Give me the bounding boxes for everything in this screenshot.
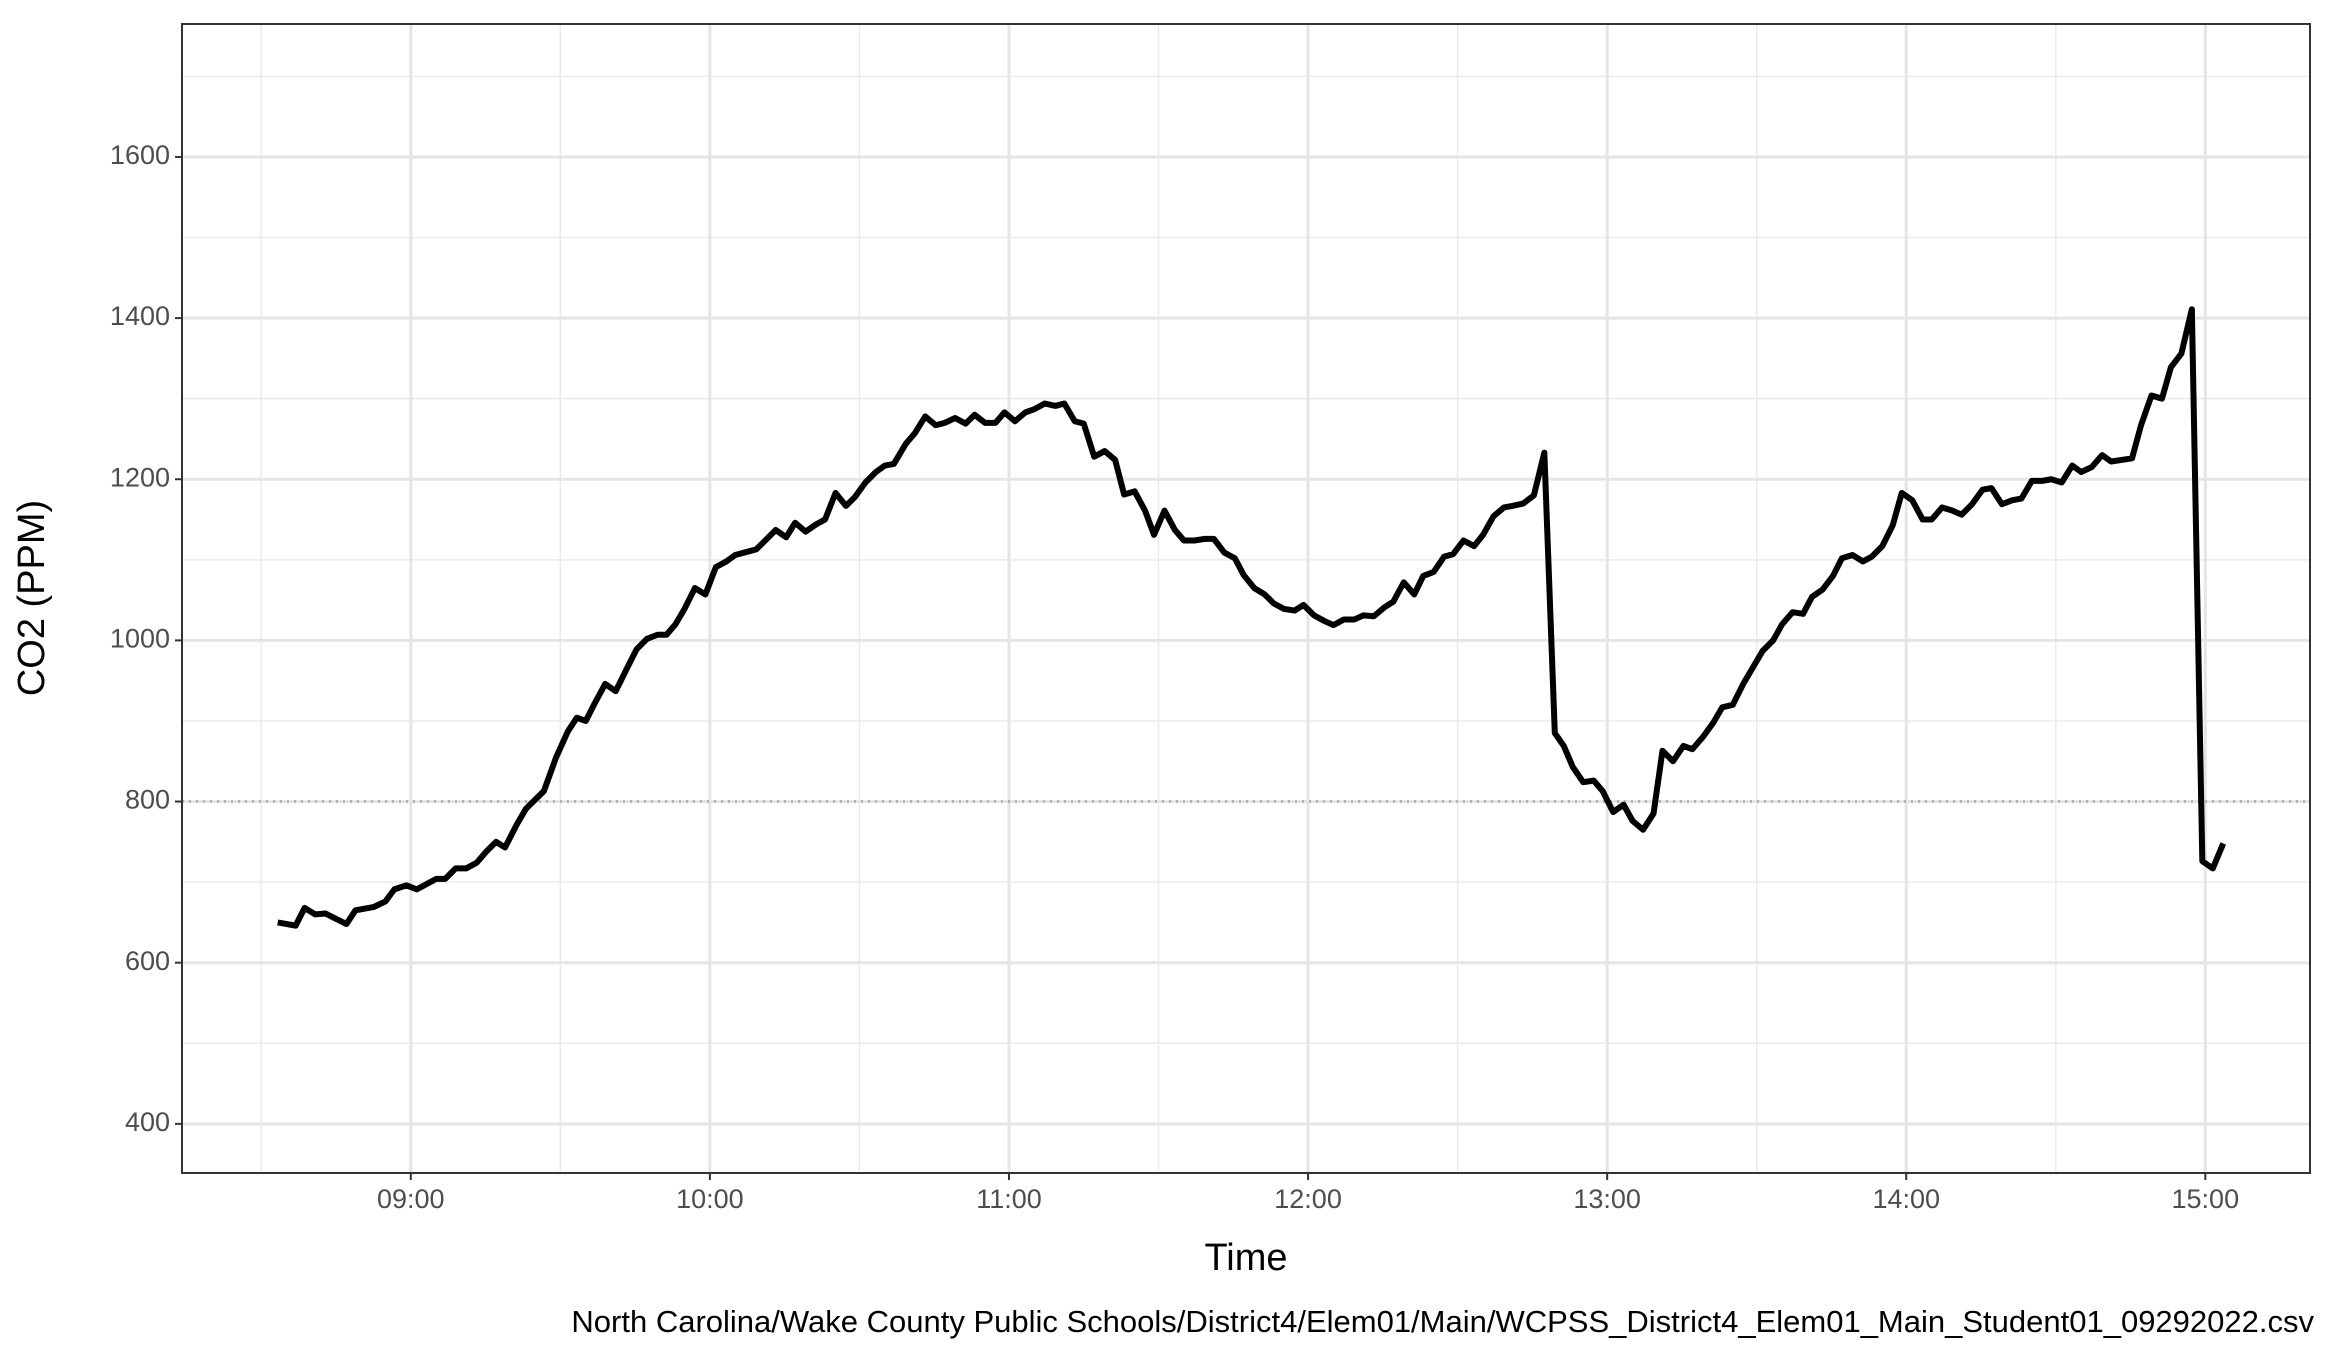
x-tick-label: 14:00: [1872, 1184, 1940, 1214]
y-tick-label: 800: [125, 785, 170, 815]
x-tick-label: 13:00: [1573, 1184, 1641, 1214]
y-tick-label: 1200: [110, 462, 170, 492]
caption: North Carolina/Wake County Public School…: [571, 1304, 2314, 1339]
y-tick-label: 600: [125, 946, 170, 976]
x-tick-label: 09:00: [377, 1184, 445, 1214]
plot-background: [182, 24, 2310, 1173]
x-tick-label: 15:00: [2172, 1184, 2240, 1214]
x-tick-label: 12:00: [1274, 1184, 1342, 1214]
x-tick-label: 11:00: [976, 1184, 1042, 1214]
y-tick-label: 400: [125, 1107, 170, 1137]
x-axis-title: Time: [1204, 1237, 1287, 1279]
y-tick-label: 1400: [110, 301, 170, 331]
y-axis-title: CO2 (PPM): [11, 500, 53, 696]
co2-line: [277, 306, 2227, 929]
y-tick-label: 1600: [110, 140, 170, 170]
x-tick-label: 10:00: [676, 1184, 744, 1214]
plot-border: [181, 23, 2311, 1174]
y-tick-label: 1000: [110, 624, 170, 654]
